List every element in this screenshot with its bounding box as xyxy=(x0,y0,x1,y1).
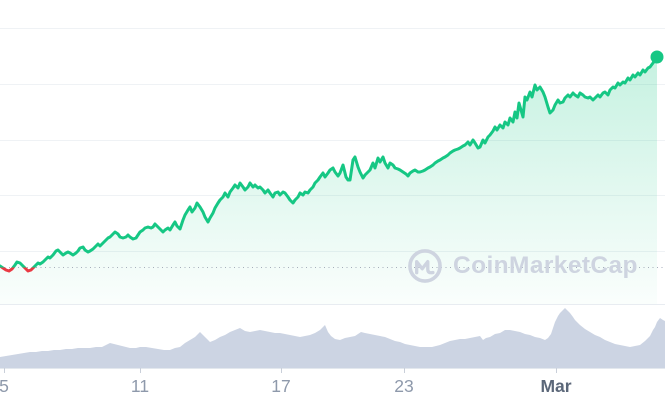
x-axis-label: Mar xyxy=(540,376,571,396)
latest-price-dot xyxy=(650,50,664,64)
price-area-fill xyxy=(0,57,657,304)
price-line-up xyxy=(0,55,659,268)
volume-area xyxy=(0,308,665,368)
x-axis-label: 5 xyxy=(0,376,9,396)
x-axis-label: 11 xyxy=(131,376,149,396)
x-axis-label: 17 xyxy=(271,376,290,396)
x-axis-label: 23 xyxy=(394,376,413,396)
